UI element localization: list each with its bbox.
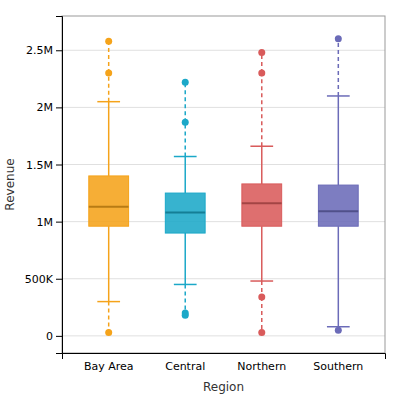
x-axis: Bay Area Central Northern Southern — [63, 354, 386, 373]
flier-connector — [261, 73, 263, 146]
whisker-upper — [108, 102, 110, 176]
median — [318, 210, 358, 212]
chart-svg: 0 500K 1M 1.5M 2M 2.5M Bay Area Central Northern… — [0, 0, 401, 401]
y-tick-label: 500K — [25, 273, 54, 286]
x-tick: Southern — [313, 360, 363, 373]
median — [242, 202, 282, 204]
y-tick-mark — [56, 336, 62, 337]
flier-connector — [108, 302, 110, 333]
y-axis: 0 500K 1M 1.5M 2M 2.5M — [25, 17, 63, 354]
flier — [258, 49, 265, 56]
whisker-lower — [108, 226, 110, 301]
y-tick-label: 1M — [37, 216, 54, 229]
grid-line — [62, 278, 385, 279]
plot: 0 500K 1M 1.5M 2M 2.5M Bay Area Central Northern… — [25, 16, 386, 373]
median — [165, 211, 205, 213]
flier — [182, 79, 189, 86]
y-tick-mark — [56, 165, 62, 166]
y-tick: 500K — [25, 273, 62, 286]
y-tick: 2.5M — [26, 44, 62, 57]
marks — [89, 35, 358, 336]
y-tick: 1M — [37, 216, 63, 229]
y-tick: 2M — [37, 101, 63, 114]
y-tick-label: 1.5M — [26, 159, 53, 172]
flier — [105, 70, 112, 77]
y-tick-label: 2M — [37, 101, 54, 114]
x-tick: Bay Area — [84, 360, 134, 373]
box-group — [318, 35, 358, 333]
y-tick-label: 2.5M — [26, 44, 53, 57]
grid — [62, 50, 385, 336]
whisker-upper — [261, 146, 263, 184]
flier — [335, 35, 342, 42]
grid-line — [62, 107, 385, 108]
y-tick-mark — [56, 279, 62, 280]
whisker-upper — [184, 157, 186, 194]
box-group — [242, 49, 282, 336]
y-tick: 0 — [46, 330, 62, 343]
y-tick-mark — [56, 107, 62, 108]
flier — [182, 119, 189, 126]
grid-line — [62, 50, 385, 51]
flier-connector — [108, 73, 110, 102]
box — [318, 185, 358, 226]
whisker-lower — [338, 226, 340, 327]
y-tick-mark — [56, 222, 62, 223]
box — [242, 184, 282, 226]
grid-line — [62, 164, 385, 165]
flier-connector — [261, 297, 263, 332]
whisker-lower — [184, 233, 186, 284]
flier — [105, 38, 112, 45]
flier — [182, 312, 189, 319]
chart-container: 0 500K 1M 1.5M 2M 2.5M Bay Area Central Northern… — [0, 0, 401, 401]
median — [89, 206, 129, 208]
x-tick-label: Central — [165, 360, 205, 373]
x-tick-label: Northern — [237, 360, 286, 373]
flier-connector — [338, 39, 340, 96]
flier — [105, 329, 112, 336]
plot-frame — [62, 16, 385, 353]
box — [165, 193, 205, 233]
whisker-lower — [261, 226, 263, 281]
x-tick: Central — [165, 360, 205, 373]
box-group — [89, 38, 129, 336]
flier-connector — [184, 122, 186, 156]
x-tick: Northern — [237, 360, 286, 373]
x-axis-line — [63, 354, 386, 360]
flier — [258, 294, 265, 301]
flier-connector — [108, 41, 110, 73]
x-axis-title: Region — [203, 380, 244, 394]
y-tick-label: 0 — [46, 330, 53, 343]
y-axis-line — [56, 17, 63, 354]
flier-connector — [184, 82, 186, 122]
box-group — [165, 79, 205, 319]
grid-line — [62, 335, 385, 336]
flier — [335, 327, 342, 334]
box — [89, 176, 129, 226]
y-tick: 1.5M — [26, 159, 62, 172]
flier-connector — [184, 284, 186, 313]
x-tick-label: Southern — [313, 360, 363, 373]
y-axis-title: Revenue — [3, 158, 17, 210]
x-tick-label: Bay Area — [84, 360, 134, 373]
y-tick-mark — [56, 50, 62, 51]
flier — [258, 329, 265, 336]
flier — [258, 70, 265, 77]
whisker-upper — [338, 96, 340, 185]
